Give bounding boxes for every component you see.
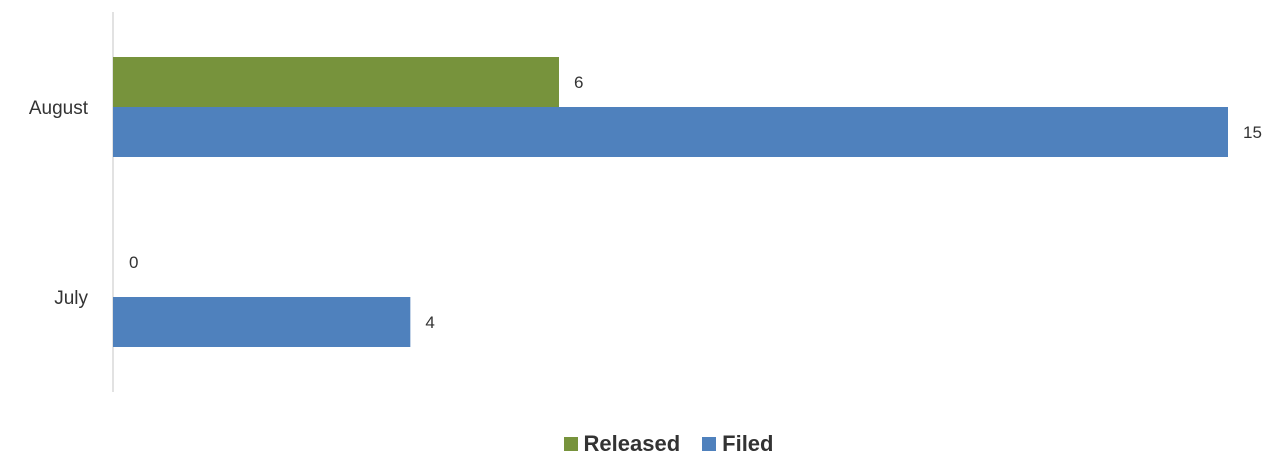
legend-label-filed: Filed [722,431,774,456]
legend-swatch-released [563,437,578,451]
data-label-filed-august: 15 [1243,123,1262,142]
legend-item-filed: Filed [702,431,773,457]
bar-filed-august [113,107,1228,157]
legend-item-released: Released [563,431,681,457]
category-label-july: July [54,288,88,309]
data-label-released-july: 0 [129,253,138,272]
bar-filed-july [113,297,411,347]
legend-label-released: Released [583,431,681,456]
category-label-august: August [29,98,89,119]
legend: Released Filed [0,428,1277,460]
data-label-released-august: 6 [574,73,583,92]
bar-released-august [113,57,559,107]
legend-swatch-filed [702,437,717,451]
data-label-filed-july: 4 [425,313,434,332]
